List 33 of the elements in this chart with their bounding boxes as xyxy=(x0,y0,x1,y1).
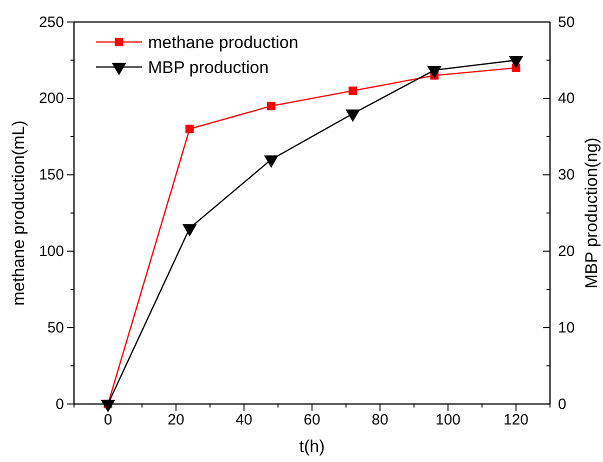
x-tick-label: 60 xyxy=(304,412,320,429)
point xyxy=(267,102,276,110)
y2-tick-label: 10 xyxy=(558,319,575,336)
y-tick-label: 200 xyxy=(38,90,64,108)
y2-tick-label: 0 xyxy=(558,396,566,413)
y-tick-label: 0 xyxy=(56,396,64,413)
legend-label: MBP production xyxy=(148,58,269,77)
y-axis-title: methane production(mL) xyxy=(9,120,28,306)
y2-axis-title: MBP production(ng) xyxy=(582,138,601,288)
y2-tick-label: 50 xyxy=(558,14,575,31)
point xyxy=(348,86,357,95)
y-tick-label: 250 xyxy=(38,14,64,31)
point xyxy=(182,224,197,237)
point xyxy=(185,124,194,134)
x-tick-label: 100 xyxy=(435,412,461,429)
y2-tick-label: 20 xyxy=(558,243,575,260)
y2-tick-label: 30 xyxy=(558,166,575,184)
y-tick-label: 150 xyxy=(38,166,64,184)
point xyxy=(264,155,278,168)
y2-tick-label: 40 xyxy=(558,90,575,108)
x-tick-label: 120 xyxy=(503,412,529,429)
x-tick-label: 80 xyxy=(372,412,388,429)
point xyxy=(508,56,524,69)
x-tick-label: 20 xyxy=(168,412,184,429)
x-tick-label: 40 xyxy=(236,412,252,429)
x-axis-title: t(h) xyxy=(299,437,325,456)
legend-label: methane production xyxy=(148,33,298,52)
point xyxy=(100,400,116,412)
point xyxy=(427,66,442,78)
y-tick-label: 100 xyxy=(38,243,64,260)
y-tick-label: 50 xyxy=(47,319,64,336)
point xyxy=(346,110,360,122)
x-tick-label: 0 xyxy=(104,412,112,429)
